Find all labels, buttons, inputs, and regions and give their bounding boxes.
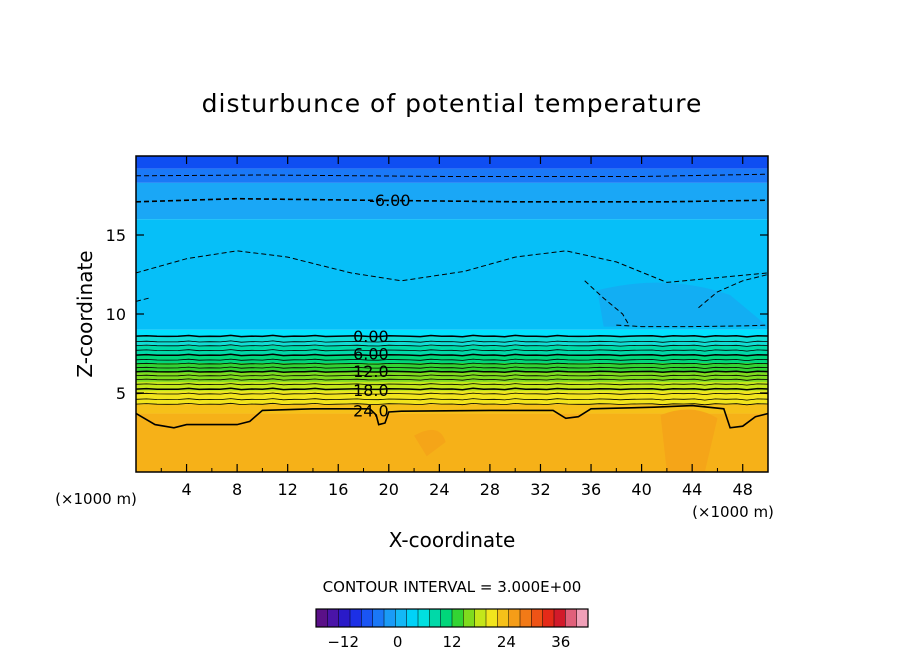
- colorbar-swatch: [327, 609, 340, 627]
- colorbar-swatch: [429, 609, 442, 627]
- field-band: [136, 404, 768, 414]
- colorbar: −12 0 12 24 36: [315, 608, 589, 651]
- contour-interval: CONTOUR INTERVAL = 3.000E+00: [323, 578, 582, 596]
- x-unit-left: (×1000 m): [55, 490, 137, 508]
- y-tick-label: 5: [116, 384, 126, 403]
- x-axis-label: X-coordinate: [389, 528, 516, 552]
- colorbar-swatch: [486, 609, 498, 627]
- x-tick-label: 48: [733, 480, 753, 499]
- colorbar-swatch: [508, 609, 521, 627]
- colorbar-swatch: [372, 609, 385, 627]
- x-tick-label: 36: [581, 480, 601, 499]
- contour-line: [136, 173, 768, 177]
- x-tick-label: 16: [328, 480, 348, 499]
- contour-line: [136, 344, 768, 347]
- field-band: [136, 372, 768, 382]
- field-band: [136, 168, 768, 183]
- contour-line: [136, 366, 768, 369]
- colorbar-swatch: [463, 609, 476, 627]
- colorbar-swatch: [474, 609, 487, 627]
- colorbar-swatch: [406, 609, 419, 627]
- colorbar-tick-label: 24: [497, 633, 516, 651]
- contour-line: [136, 387, 768, 391]
- contour-lines: [136, 173, 768, 429]
- contour-line: [136, 297, 149, 302]
- contour-line: [698, 274, 768, 309]
- contour-line: [136, 353, 768, 357]
- contour-label: 12.0: [353, 362, 389, 381]
- colorbar-swatch: [440, 609, 453, 627]
- colorbar-swatch: [542, 609, 555, 627]
- contour-line: [136, 362, 768, 366]
- x-tick-label: 28: [480, 480, 500, 499]
- contour-line: [136, 349, 768, 352]
- colorbar-swatch: [361, 609, 374, 627]
- colorbar-tick-label: 36: [551, 633, 570, 651]
- x-tick-label: 20: [379, 480, 399, 499]
- x-axis: 4 8 12 16 20 24 28 32 36 40 44 48: [160, 156, 753, 499]
- colorbar-swatch: [395, 609, 408, 627]
- field-patch: [660, 409, 718, 472]
- contour-label: 6.00: [353, 345, 389, 364]
- contour-line: [616, 324, 768, 328]
- chart-title: disturbunce of potential temperature: [202, 89, 703, 118]
- y-tick-label: 15: [106, 226, 126, 245]
- field-band: [136, 391, 768, 405]
- x-tick-label: 40: [631, 480, 651, 499]
- x-tick-label: 24: [429, 480, 449, 499]
- field-band: [136, 336, 768, 346]
- contour-line: [136, 358, 768, 362]
- colorbar-swatch: [384, 609, 396, 627]
- contour-label: 0.00: [353, 327, 389, 346]
- colorbar-tick-label: 12: [442, 633, 461, 651]
- y-axis: 5 10 15: [106, 226, 768, 403]
- contour-line: [136, 404, 768, 429]
- contour-line: [136, 334, 768, 338]
- contour-label: -6.00: [369, 191, 410, 210]
- colorbar-swatch: [565, 609, 578, 627]
- contour-line: [136, 378, 768, 381]
- colorbar-swatch: [531, 609, 544, 627]
- x-tick-label: 44: [682, 480, 702, 499]
- colorbar-tick-label: −12: [327, 633, 359, 651]
- contour-line: [136, 402, 768, 406]
- contour-line: [136, 250, 768, 283]
- x-tick-label: 12: [278, 480, 298, 499]
- contour-line: [136, 392, 768, 396]
- contour-line: [136, 340, 768, 343]
- field-patch: [597, 282, 768, 327]
- contour-label: 24.0: [353, 401, 389, 420]
- contour-line: [136, 370, 768, 374]
- colorbar-swatch: [497, 609, 510, 627]
- colorbar-swatch: [350, 609, 362, 627]
- x-unit-right: (×1000 m): [692, 503, 774, 521]
- colorbar-swatch: [418, 609, 430, 627]
- colorbar-frame: [315, 608, 589, 628]
- colorbar-swatch: [316, 609, 328, 627]
- contour-line: [136, 374, 768, 377]
- colorbar-swatch: [554, 609, 566, 627]
- colorbar-swatch: [576, 609, 589, 627]
- x-tick-label: 32: [530, 480, 550, 499]
- colorbar-swatch: [520, 609, 532, 627]
- y-axis-label: Z-coordinate: [73, 250, 97, 377]
- field-band: [136, 381, 768, 392]
- contour-line: [136, 383, 768, 386]
- colorbar-swatch: [452, 609, 464, 627]
- x-tick-label: 8: [232, 480, 242, 499]
- y-tick-label: 10: [106, 305, 126, 324]
- contour-line: [584, 280, 630, 326]
- field-band: [136, 355, 768, 363]
- colorbar-tick-label: 0: [393, 633, 403, 651]
- colorbar-swatch: [338, 609, 351, 627]
- contour-line: [136, 398, 768, 401]
- x-tick-label: 4: [181, 480, 191, 499]
- field-band: [136, 156, 768, 169]
- contour-line: [136, 197, 768, 203]
- field-band: [136, 329, 768, 337]
- field-patch: [414, 429, 446, 457]
- contour-label: 18.0: [353, 381, 389, 400]
